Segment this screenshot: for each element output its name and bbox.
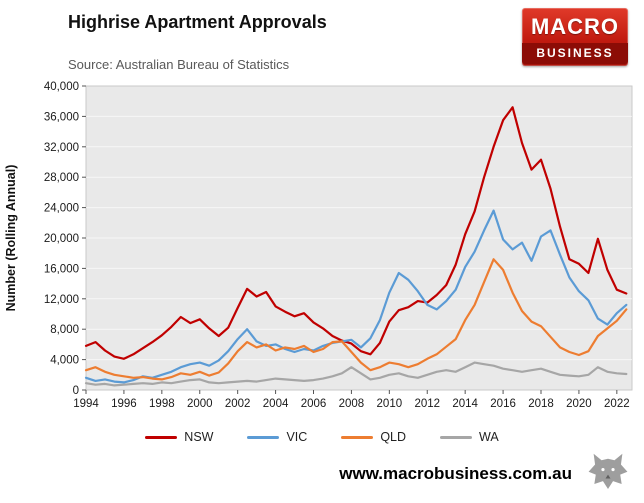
legend-swatch-qld — [341, 435, 374, 439]
logo-text-macro: MACRO — [530, 14, 620, 39]
x-tick-label: 2012 — [414, 398, 440, 410]
x-tick-label: 2018 — [528, 398, 554, 410]
y-tick-label: 20,000 — [44, 233, 79, 245]
x-tick-label: 2020 — [566, 398, 592, 410]
legend-label-vic: VIC — [286, 430, 308, 444]
legend-swatch-vic — [247, 435, 280, 439]
series-line-qld — [84, 258, 628, 381]
series-line-wa — [84, 361, 628, 387]
legend-label-wa: WA — [479, 430, 499, 444]
x-tick-label: 2014 — [452, 398, 478, 410]
website-url: www.macrobusiness.com.au — [339, 463, 572, 483]
y-tick-label: 0 — [73, 385, 79, 397]
macrobusiness-logo: MACRO BUSINESS — [522, 8, 628, 66]
legend-item-qld: QLD — [341, 430, 406, 444]
x-tick-label: 1998 — [149, 398, 175, 410]
y-tick-label: 36,000 — [44, 111, 79, 123]
y-tick-label: 12,000 — [44, 294, 79, 306]
x-tick-label: 2010 — [377, 398, 403, 410]
y-tick-label: 16,000 — [44, 263, 79, 275]
x-tick-label: 2016 — [490, 398, 516, 410]
legend-label-nsw: NSW — [184, 430, 214, 444]
x-tick-label: 2004 — [263, 398, 289, 410]
chart-title: Highrise Apartment Approvals — [68, 12, 327, 32]
chart-legend: NSW VIC QLD WA — [0, 430, 644, 444]
legend-swatch-wa — [440, 435, 473, 439]
y-tick-label: 24,000 — [44, 203, 79, 215]
y-tick-label: 28,000 — [44, 172, 79, 184]
x-tick-label: 2002 — [225, 398, 251, 410]
chart-area: 0 4,000 8,000 12,000 16,000 20,000 24,000 28,00… — [0, 78, 644, 418]
wolf-logo — [582, 448, 634, 499]
x-tick-label: 1996 — [111, 398, 137, 410]
chart-source: Source: Australian Bureau of Statistics — [68, 57, 290, 72]
y-tick-label: 4,000 — [50, 355, 79, 367]
x-tick-label: 2008 — [339, 398, 365, 410]
y-axis-label: Number (Rolling Annual) — [4, 165, 18, 312]
x-tick-label: 2000 — [187, 398, 213, 410]
footer: www.macrobusiness.com.au — [339, 448, 634, 499]
x-tick-label: 1994 — [73, 398, 99, 410]
legend-label-qld: QLD — [380, 430, 407, 444]
y-tick-label: 8,000 — [50, 324, 79, 336]
legend-item-nsw: NSW — [145, 430, 213, 444]
series-line-vic — [84, 209, 628, 384]
legend-item-vic: VIC — [247, 430, 307, 444]
legend-swatch-nsw — [145, 435, 178, 439]
series-line-nsw — [84, 106, 628, 360]
approvals-line-chart: 0 4,000 8,000 12,000 16,000 20,000 24,000 28,00… — [4, 81, 633, 410]
logo-text-business: BUSINESS — [522, 43, 628, 64]
x-tick-label: 2022 — [604, 398, 630, 410]
x-tick-label: 2006 — [301, 398, 327, 410]
y-tick-label: 32,000 — [44, 142, 79, 154]
legend-item-wa: WA — [440, 430, 499, 444]
y-tick-label: 40,000 — [44, 81, 79, 93]
